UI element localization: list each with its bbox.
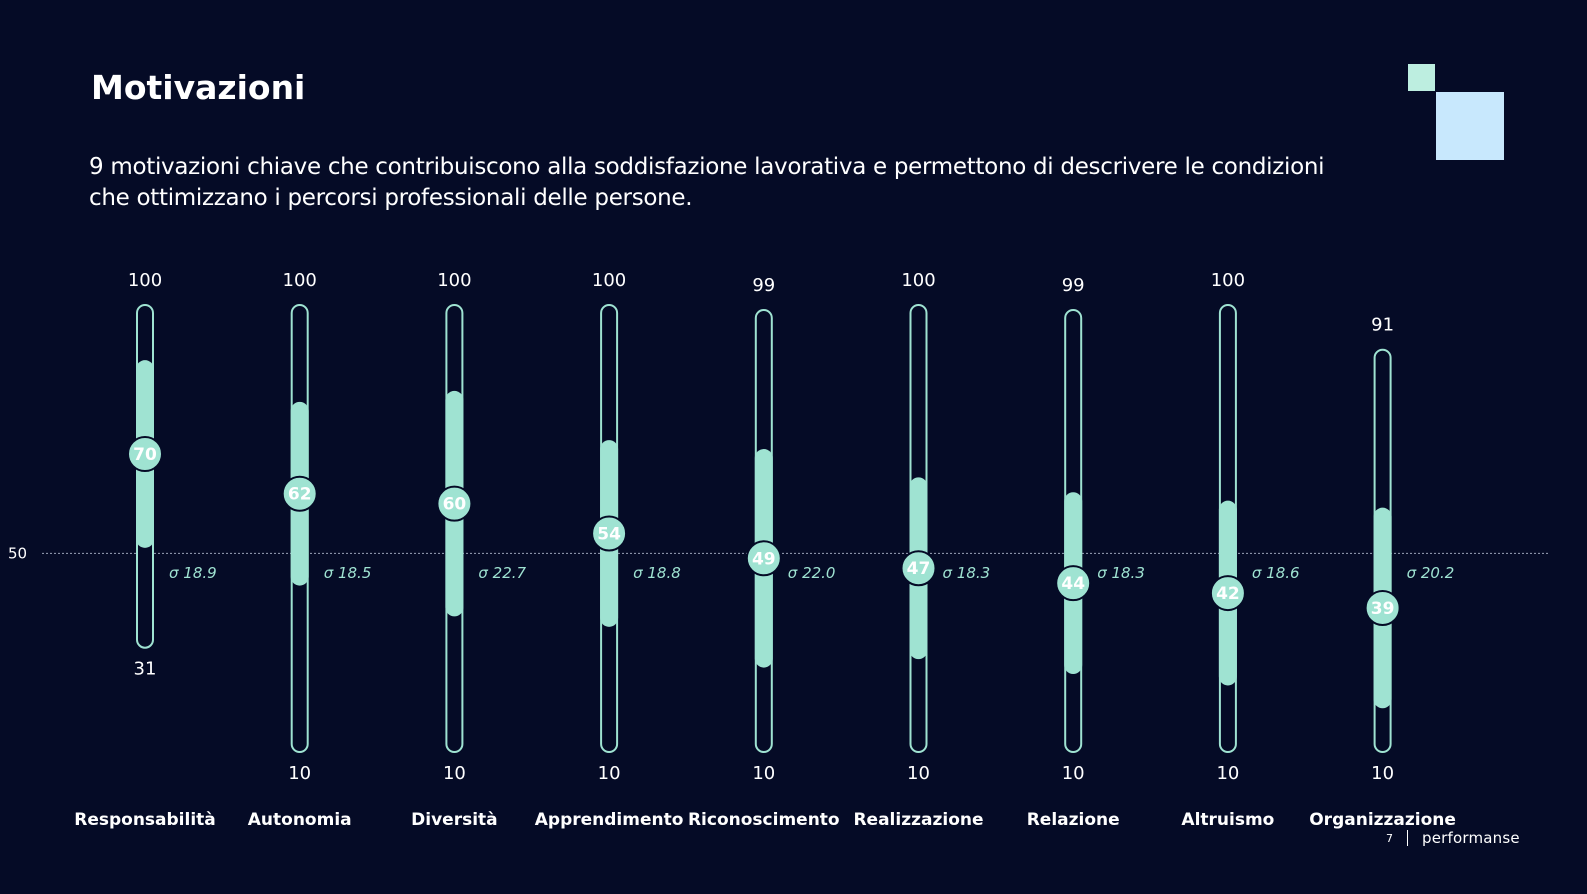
mean-marker xyxy=(436,485,473,522)
category-label: Riconoscimento xyxy=(688,810,840,830)
sigma-label: σ 18.3 xyxy=(943,564,991,582)
min-label: 10 xyxy=(907,763,930,784)
category-label: Relazione xyxy=(1027,810,1120,830)
max-label: 100 xyxy=(901,270,935,291)
category-label: Responsabilità xyxy=(74,810,216,830)
mean-marker xyxy=(1055,565,1092,602)
sigma-label: σ 18.5 xyxy=(324,564,372,582)
min-label: 31 xyxy=(134,659,157,680)
max-label: 100 xyxy=(592,270,626,291)
mean-label: 39 xyxy=(1371,599,1395,619)
category-label: Diversità xyxy=(411,810,497,830)
reference-line-label: 50 xyxy=(8,544,27,562)
sigma-label: σ 22.7 xyxy=(478,564,526,582)
page-subtitle: 9 motivazioni chiave che contribuiscono … xyxy=(89,154,1325,211)
sigma-label: σ 18.9 xyxy=(169,564,217,582)
min-label: 10 xyxy=(1062,763,1085,784)
category-label: Organizzazione xyxy=(1309,810,1456,830)
min-label: 10 xyxy=(288,763,311,784)
mean-label: 54 xyxy=(597,524,621,544)
max-label: 100 xyxy=(437,270,471,291)
mean-label: 60 xyxy=(443,495,467,515)
brand-logo: performanse xyxy=(1422,829,1520,847)
page-title: Motivazioni xyxy=(91,68,306,107)
mean-label: 47 xyxy=(907,559,931,579)
footer-divider xyxy=(1407,830,1408,846)
max-label: 91 xyxy=(1371,315,1394,336)
sigma-label: σ 20.2 xyxy=(1407,564,1455,582)
mean-marker xyxy=(900,550,937,587)
mean-marker xyxy=(127,436,163,472)
min-label: 10 xyxy=(598,763,621,784)
min-label: 10 xyxy=(1371,763,1394,784)
max-label: 99 xyxy=(752,275,775,296)
max-label: 100 xyxy=(283,270,317,291)
sigma-label: σ 18.8 xyxy=(633,564,681,582)
mean-marker xyxy=(745,540,782,577)
category-label: Realizzazione xyxy=(853,810,983,830)
category-label: Autonomia xyxy=(248,810,352,830)
mean-marker xyxy=(281,475,318,512)
mean-label: 42 xyxy=(1216,584,1240,604)
category-label: Altruismo xyxy=(1181,810,1274,830)
page-number: 7 xyxy=(1386,831,1393,845)
decorative-square-small xyxy=(1408,64,1435,91)
decorative-square-large xyxy=(1436,92,1504,160)
mean-marker xyxy=(1364,589,1401,626)
min-label: 10 xyxy=(752,763,775,784)
footer: 7 performanse xyxy=(1386,829,1520,847)
min-label: 10 xyxy=(443,763,466,784)
max-label: 99 xyxy=(1062,275,1085,296)
min-label: 10 xyxy=(1216,763,1239,784)
mean-label: 44 xyxy=(1061,574,1085,594)
mean-marker xyxy=(1209,575,1246,612)
max-label: 100 xyxy=(128,270,162,291)
max-label: 100 xyxy=(1211,270,1245,291)
sigma-label: σ 18.6 xyxy=(1252,564,1300,582)
category-label: Apprendimento xyxy=(535,810,684,830)
mean-label: 62 xyxy=(288,485,312,505)
mean-label: 70 xyxy=(133,445,157,465)
mean-label: 49 xyxy=(752,549,776,569)
sigma-label: σ 22.0 xyxy=(788,564,836,582)
sigma-label: σ 18.3 xyxy=(1097,564,1145,582)
mean-marker xyxy=(591,515,628,552)
